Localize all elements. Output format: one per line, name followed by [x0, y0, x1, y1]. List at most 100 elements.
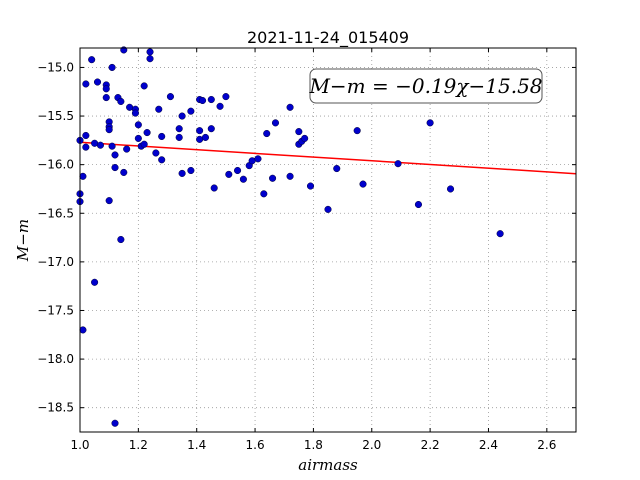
y-tick-label: −18.0	[37, 352, 74, 366]
annotation-frame	[309, 68, 543, 104]
data-point	[175, 133, 183, 141]
x-tick-label: 1.2	[129, 438, 148, 452]
data-point	[117, 235, 125, 244]
y-axis-label: M−m	[14, 219, 32, 262]
data-point	[359, 180, 367, 188]
data-point	[96, 141, 104, 149]
data-point	[131, 109, 139, 117]
data-point	[414, 200, 422, 209]
fit-line	[79, 141, 577, 175]
data-point	[108, 63, 116, 71]
data-point	[102, 85, 110, 93]
data-point	[187, 166, 195, 175]
data-point	[187, 107, 195, 115]
data-point	[446, 185, 455, 193]
data-point	[286, 103, 294, 111]
data-point	[140, 82, 148, 90]
data-point	[91, 278, 99, 286]
data-point	[108, 142, 116, 150]
x-tick-label: 1.6	[246, 438, 265, 452]
data-point	[271, 119, 280, 127]
data-point	[394, 160, 402, 168]
data-point	[117, 97, 125, 106]
data-point	[222, 93, 230, 101]
data-point	[210, 184, 218, 192]
plot-frame	[79, 47, 577, 433]
x-tick-label: 2.4	[479, 438, 498, 452]
data-point	[216, 102, 224, 110]
data-point	[111, 419, 119, 427]
data-point	[333, 164, 341, 173]
data-point	[178, 169, 186, 177]
data-point	[175, 125, 183, 133]
data-point	[196, 127, 204, 135]
data-point	[198, 96, 207, 105]
data-point	[286, 172, 294, 180]
data-point	[234, 166, 242, 175]
axis-ticks: 1.0 1.2 1.4 1.6 1.8 2.0 2.2 2.4 2.6 −15.0 −15.5 −16…	[37, 48, 576, 452]
data-point	[178, 112, 186, 120]
data-point	[158, 132, 166, 141]
data-point	[263, 129, 271, 138]
data-point	[496, 230, 504, 238]
fit-annotation: M−m = −0.19χ−15.58	[308, 74, 542, 98]
data-point	[102, 94, 110, 102]
x-axis-label: airmass	[298, 456, 358, 474]
data-point	[426, 119, 434, 127]
data-point	[260, 190, 268, 198]
data-point	[207, 95, 215, 104]
x-tick-label: 1.8	[304, 438, 323, 452]
data-point	[134, 134, 142, 142]
data-point	[146, 55, 154, 63]
x-tick-label: 2.2	[421, 438, 440, 452]
data-points	[76, 46, 504, 427]
data-point	[79, 172, 87, 180]
data-point	[111, 151, 119, 159]
data-point	[123, 145, 131, 153]
data-point	[111, 164, 119, 172]
x-tick-label: 2.6	[537, 438, 556, 452]
data-point	[158, 156, 166, 164]
chart-title: 2021-11-24_015409	[247, 28, 409, 48]
data-point	[88, 56, 96, 64]
grid-lines	[79, 48, 576, 432]
y-tick-label: −15.0	[37, 60, 74, 74]
y-tick-label: −15.5	[37, 109, 74, 123]
data-point	[146, 48, 154, 56]
data-point	[353, 127, 361, 135]
x-tick-label: 1.4	[187, 438, 206, 452]
data-point	[306, 182, 315, 190]
y-tick-label: −17.0	[37, 255, 74, 269]
data-point	[120, 168, 128, 176]
data-point	[82, 143, 90, 151]
annotation-box: M−m = −0.19χ−15.58	[308, 68, 543, 104]
data-point	[324, 205, 332, 213]
y-tick-label: −18.5	[37, 401, 74, 415]
data-point	[155, 105, 163, 113]
y-tick-label: −17.5	[37, 303, 74, 317]
data-point	[143, 129, 151, 137]
data-point	[82, 131, 90, 140]
data-point	[295, 128, 303, 136]
data-point	[269, 174, 277, 182]
data-point	[79, 326, 87, 334]
y-tick-label: −16.0	[37, 158, 74, 172]
data-point	[225, 170, 233, 178]
data-point	[201, 133, 210, 141]
data-point	[166, 93, 174, 101]
data-point	[134, 121, 142, 129]
data-point	[105, 197, 113, 205]
data-point	[152, 149, 160, 157]
x-tick-label: 2.0	[362, 438, 381, 452]
data-point	[239, 175, 247, 183]
data-point	[207, 125, 215, 133]
data-point	[93, 78, 102, 86]
data-point	[301, 134, 309, 142]
data-point	[82, 80, 90, 88]
x-tick-label: 1.0	[70, 438, 89, 452]
data-point	[105, 126, 113, 134]
data-point	[254, 155, 262, 163]
y-tick-label: −16.5	[37, 206, 74, 220]
data-point	[140, 140, 148, 148]
